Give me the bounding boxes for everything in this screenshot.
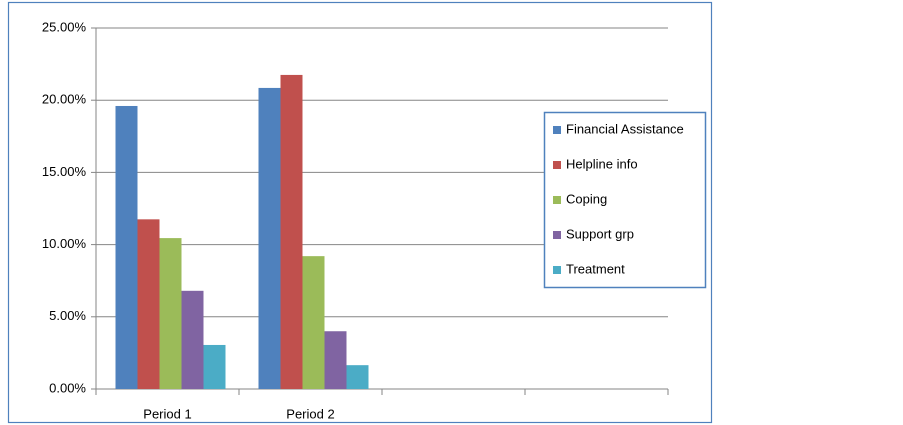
legend-marker — [553, 196, 561, 204]
bar — [137, 219, 160, 389]
y-tick-label: 15.00% — [42, 164, 87, 179]
legend-marker — [553, 161, 561, 169]
legend-marker — [553, 126, 561, 134]
legend-label: Support grp — [566, 226, 634, 241]
bar — [346, 365, 369, 389]
bar — [115, 105, 138, 389]
y-tick-label: 20.00% — [42, 92, 87, 107]
y-tick-label: 5.00% — [49, 308, 86, 323]
x-tick-label: Period 1 — [143, 406, 191, 421]
bar — [159, 238, 182, 389]
legend-marker — [553, 231, 561, 239]
legend-label: Treatment — [566, 261, 625, 276]
y-tick-label: 0.00% — [49, 380, 86, 395]
legend-marker — [553, 266, 561, 274]
bar — [203, 344, 226, 389]
bar — [302, 256, 325, 389]
legend-label: Financial Assistance — [566, 121, 684, 136]
legend-label: Helpline info — [566, 156, 638, 171]
y-tick-label: 25.00% — [42, 19, 87, 34]
legend-box — [543, 111, 707, 289]
bar — [258, 87, 281, 390]
bar — [280, 74, 303, 390]
bar — [324, 331, 347, 389]
y-tick-label: 10.00% — [42, 236, 87, 251]
bar — [181, 290, 204, 389]
x-tick-label: Period 2 — [286, 406, 334, 421]
legend-label: Coping — [566, 191, 607, 206]
